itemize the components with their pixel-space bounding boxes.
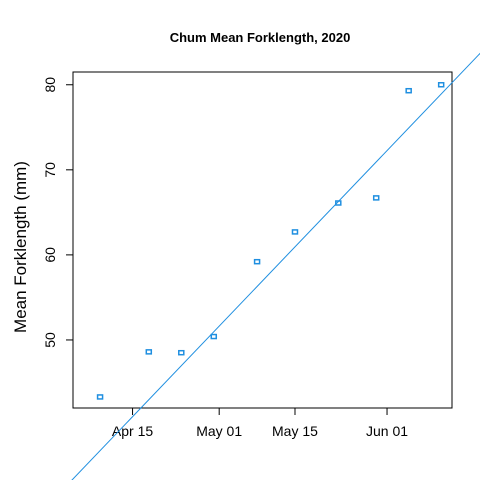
x-tick-label: Jun 01 — [366, 423, 408, 439]
data-point — [179, 351, 184, 355]
data-point — [292, 230, 297, 234]
y-tick-label: 70 — [42, 162, 58, 178]
data-point — [336, 201, 341, 205]
trend-line — [35, 43, 480, 480]
plot-area — [73, 72, 452, 408]
chart-title: Chum Mean Forklength, 2020 — [170, 30, 351, 45]
data-point — [255, 260, 260, 264]
regression-line — [35, 43, 480, 480]
data-point — [211, 335, 216, 339]
data-point — [439, 83, 444, 87]
data-points — [98, 83, 444, 399]
x-axis: Apr 15 May 01 May 15 Jun 01 — [112, 408, 408, 439]
y-axis: 50 60 70 80 — [42, 77, 73, 348]
y-tick-label: 60 — [42, 247, 58, 263]
y-tick-label: 50 — [42, 332, 58, 348]
y-tick-label: 80 — [42, 77, 58, 93]
y-axis-label: Mean Forklength (mm) — [11, 161, 30, 333]
data-point — [374, 196, 379, 200]
x-tick-label: May 15 — [272, 423, 318, 439]
data-point — [146, 350, 151, 354]
data-point — [406, 89, 411, 93]
data-point — [98, 395, 103, 399]
x-tick-label: May 01 — [196, 423, 242, 439]
x-tick-label: Apr 15 — [112, 423, 153, 439]
